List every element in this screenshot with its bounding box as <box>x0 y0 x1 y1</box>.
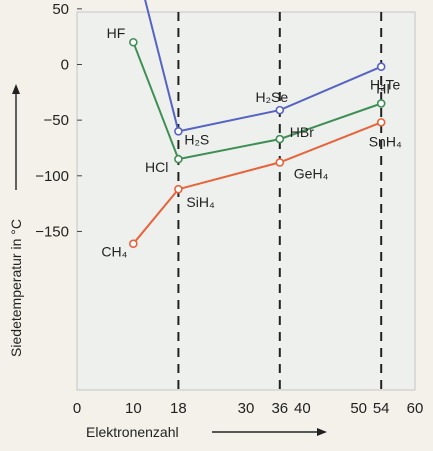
data-label: H₂S <box>184 131 209 147</box>
series-line-2 <box>132 121 382 245</box>
data-label: CH₄ <box>101 244 127 260</box>
y-tick-label: −50 <box>44 112 69 129</box>
x-tick-label: 0 <box>73 400 81 417</box>
series-line-1 <box>132 41 382 161</box>
data-label: SiH₄ <box>186 194 215 210</box>
y-tick-label: 50 <box>52 1 69 18</box>
data-label: H₂Te <box>370 77 401 93</box>
series-line-0 <box>144 0 382 133</box>
x-axis-arrowhead <box>317 428 327 436</box>
x-axis-title: Elektronenzahl <box>86 424 179 440</box>
x-tick-label: 10 <box>125 400 142 417</box>
data-label: HBr <box>290 124 314 140</box>
data-point <box>376 118 386 127</box>
data-label: HCl <box>145 159 168 175</box>
data-point <box>129 37 138 47</box>
data-point <box>174 126 183 136</box>
x-tick-label: 18 <box>170 400 187 417</box>
data-label: GeH₄ <box>294 165 329 181</box>
data-point <box>376 99 386 108</box>
data-label: HI <box>376 80 390 96</box>
x-tick-label: 60 <box>407 400 424 417</box>
data-point <box>275 134 285 144</box>
data-label: HF <box>107 25 126 41</box>
x-tick-label: 36 <box>271 400 288 417</box>
y-axis-arrowhead <box>12 84 20 94</box>
x-tick-label: 50 <box>350 400 367 417</box>
data-point <box>174 184 183 194</box>
data-label: SnH₄ <box>369 133 402 149</box>
data-point <box>129 239 138 248</box>
y-tick-label: 0 <box>61 57 69 74</box>
plot-area <box>76 11 416 391</box>
data-point <box>376 62 386 72</box>
y-tick-label: −100 <box>35 168 69 185</box>
data-label: H₂Se <box>255 89 288 105</box>
y-tick-label: −150 <box>35 223 69 240</box>
x-tick-label: 54 <box>373 400 390 417</box>
x-tick-label: 40 <box>294 400 311 417</box>
data-point <box>174 154 183 164</box>
y-axis-title: Siedetemperatur in °C <box>8 219 24 357</box>
data-point <box>275 105 285 115</box>
data-point <box>275 158 285 167</box>
x-tick-label: 30 <box>238 400 255 417</box>
